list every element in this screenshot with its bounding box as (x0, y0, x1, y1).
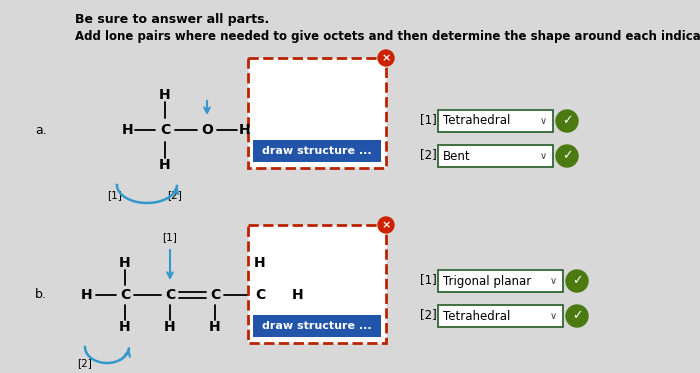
Text: draw structure ...: draw structure ... (262, 321, 372, 331)
Circle shape (556, 110, 578, 132)
Text: Tetrahedral: Tetrahedral (443, 115, 510, 128)
FancyBboxPatch shape (438, 270, 563, 292)
Text: a.: a. (35, 123, 47, 137)
Text: [2]: [2] (167, 190, 183, 200)
Text: H: H (254, 320, 266, 334)
Text: ∨: ∨ (550, 276, 556, 286)
Text: H: H (292, 288, 304, 302)
Text: Trigonal planar: Trigonal planar (443, 275, 531, 288)
Circle shape (566, 270, 588, 292)
Text: draw structure ...: draw structure ... (262, 146, 372, 156)
FancyBboxPatch shape (253, 315, 381, 337)
Text: H: H (164, 320, 176, 334)
Text: C: C (165, 288, 175, 302)
Text: [1]: [1] (108, 190, 122, 200)
Text: H: H (159, 88, 171, 102)
Text: ∨: ∨ (540, 116, 547, 126)
Text: [1]: [1] (420, 113, 437, 126)
Text: ✓: ✓ (572, 310, 582, 323)
Text: Tetrahedral: Tetrahedral (443, 310, 510, 323)
Text: b.: b. (35, 288, 47, 301)
FancyBboxPatch shape (438, 305, 563, 327)
Text: ×: × (382, 53, 391, 63)
Text: H: H (254, 256, 266, 270)
Text: C: C (120, 288, 130, 302)
Text: H: H (119, 320, 131, 334)
FancyBboxPatch shape (248, 58, 386, 168)
FancyBboxPatch shape (438, 110, 553, 132)
Text: ×: × (382, 220, 391, 230)
Text: [1]: [1] (420, 273, 437, 286)
FancyBboxPatch shape (438, 145, 553, 167)
Text: H: H (81, 288, 93, 302)
Text: ✓: ✓ (561, 150, 573, 163)
Text: Be sure to answer all parts.: Be sure to answer all parts. (75, 13, 270, 26)
FancyBboxPatch shape (253, 140, 381, 162)
Circle shape (378, 50, 394, 66)
Text: C: C (210, 288, 220, 302)
Text: H: H (209, 320, 220, 334)
Text: C: C (255, 288, 265, 302)
Text: Add lone pairs where needed to give octets and then determine the shape around e: Add lone pairs where needed to give octe… (75, 30, 700, 43)
Circle shape (556, 145, 578, 167)
Circle shape (566, 305, 588, 327)
Text: [2]: [2] (78, 358, 92, 368)
Text: ∨: ∨ (540, 151, 547, 161)
Text: [2]: [2] (420, 148, 437, 162)
Text: [1]: [1] (162, 232, 177, 242)
Text: ✓: ✓ (572, 275, 582, 288)
Text: Bent: Bent (443, 150, 470, 163)
Text: O: O (201, 123, 213, 137)
Text: ✓: ✓ (561, 115, 573, 128)
Text: H: H (239, 123, 251, 137)
Text: H: H (122, 123, 134, 137)
Circle shape (378, 217, 394, 233)
Text: ∨: ∨ (550, 311, 556, 321)
Text: [2]: [2] (420, 308, 437, 322)
Text: H: H (119, 256, 131, 270)
Text: H: H (159, 158, 171, 172)
Text: C: C (160, 123, 170, 137)
FancyBboxPatch shape (248, 225, 386, 343)
